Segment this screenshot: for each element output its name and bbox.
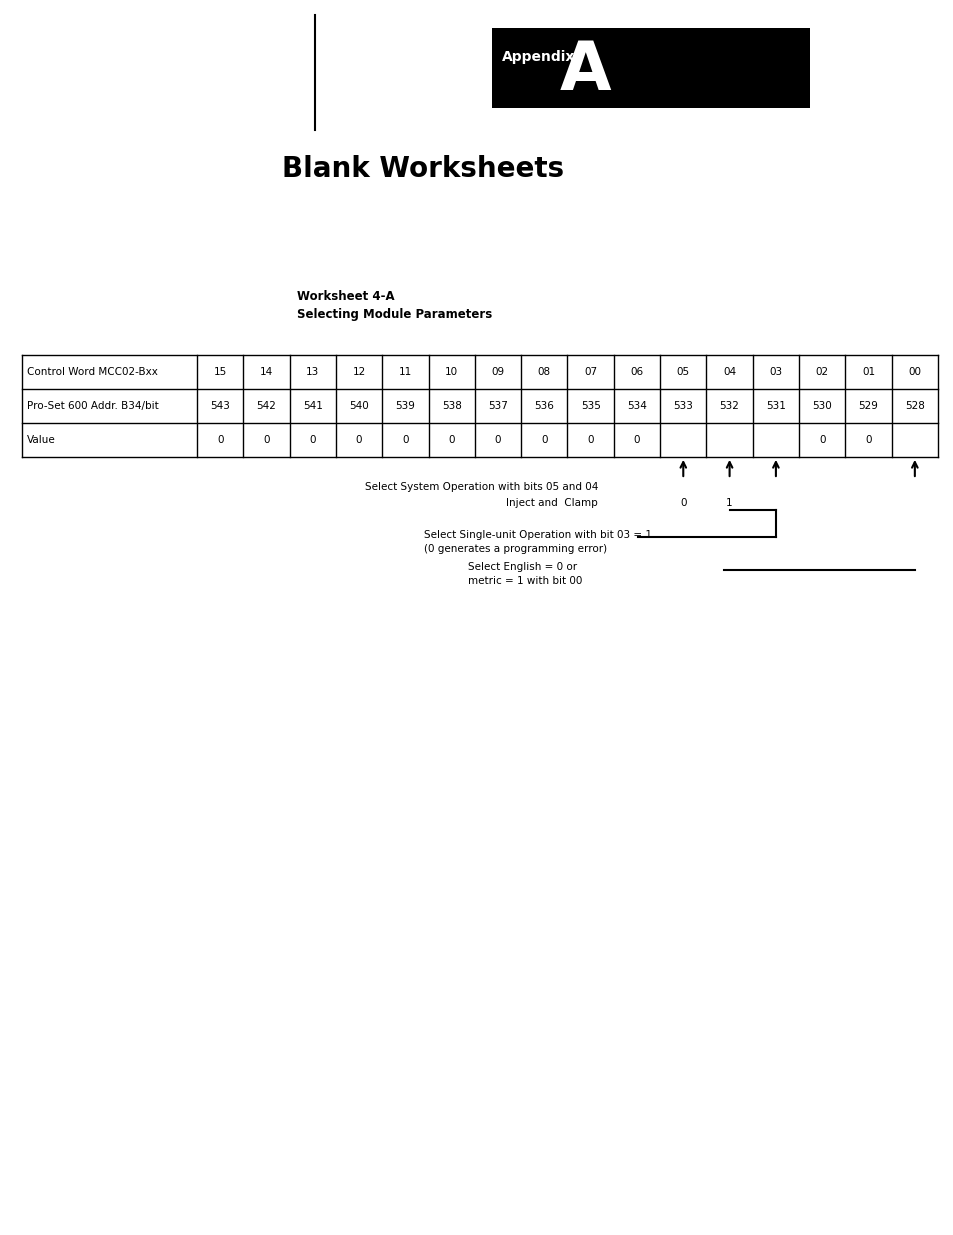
Text: Selecting Module Parameters: Selecting Module Parameters: [296, 308, 492, 321]
Text: 15: 15: [213, 367, 227, 377]
Text: 0: 0: [448, 435, 455, 445]
Text: 1: 1: [725, 498, 732, 508]
Text: Select Single-unit Operation with bit 03 = 1: Select Single-unit Operation with bit 03…: [423, 530, 651, 540]
Text: 0: 0: [633, 435, 639, 445]
Text: 03: 03: [768, 367, 781, 377]
Text: 533: 533: [673, 401, 693, 411]
Text: 08: 08: [537, 367, 550, 377]
Text: 0: 0: [309, 435, 315, 445]
Text: Worksheet 4-A: Worksheet 4-A: [296, 290, 395, 303]
Text: 540: 540: [349, 401, 369, 411]
Text: 0: 0: [495, 435, 500, 445]
Text: 00: 00: [907, 367, 921, 377]
Bar: [492, 28, 809, 107]
Text: A: A: [559, 38, 611, 104]
Text: 07: 07: [583, 367, 597, 377]
Text: Inject and  Clamp: Inject and Clamp: [506, 498, 598, 508]
Text: 531: 531: [765, 401, 785, 411]
Text: 09: 09: [491, 367, 504, 377]
Text: 01: 01: [862, 367, 874, 377]
Text: Control Word MCC02-Bxx: Control Word MCC02-Bxx: [27, 367, 157, 377]
Text: 13: 13: [306, 367, 319, 377]
Text: 06: 06: [630, 367, 643, 377]
Text: 528: 528: [904, 401, 923, 411]
Text: 05: 05: [676, 367, 689, 377]
Text: 541: 541: [302, 401, 322, 411]
Text: 535: 535: [580, 401, 600, 411]
Text: metric = 1 with bit 00: metric = 1 with bit 00: [468, 576, 581, 585]
Text: 537: 537: [488, 401, 507, 411]
Text: 02: 02: [815, 367, 828, 377]
Text: 0: 0: [587, 435, 594, 445]
Text: Appendix: Appendix: [501, 49, 575, 64]
Text: Value: Value: [27, 435, 55, 445]
Text: 0: 0: [355, 435, 362, 445]
Text: 0: 0: [402, 435, 408, 445]
Text: 0: 0: [216, 435, 223, 445]
Text: (0 generates a programming error): (0 generates a programming error): [423, 543, 606, 555]
Text: Select System Operation with bits 05 and 04: Select System Operation with bits 05 and…: [364, 482, 598, 492]
Text: 539: 539: [395, 401, 415, 411]
Text: 12: 12: [352, 367, 365, 377]
Text: 529: 529: [858, 401, 878, 411]
Text: 0: 0: [679, 498, 686, 508]
Text: 0: 0: [263, 435, 270, 445]
Text: 0: 0: [864, 435, 871, 445]
Text: 530: 530: [812, 401, 831, 411]
Text: 543: 543: [210, 401, 230, 411]
Text: 10: 10: [445, 367, 457, 377]
Text: Blank Worksheets: Blank Worksheets: [282, 156, 563, 183]
Text: Select English = 0 or: Select English = 0 or: [468, 562, 577, 572]
Text: Pro-Set 600 Addr. B34/bit: Pro-Set 600 Addr. B34/bit: [27, 401, 158, 411]
Text: 536: 536: [534, 401, 554, 411]
Text: 542: 542: [256, 401, 276, 411]
Text: 0: 0: [818, 435, 824, 445]
Text: 532: 532: [719, 401, 739, 411]
Text: 04: 04: [722, 367, 736, 377]
Text: 11: 11: [398, 367, 412, 377]
Text: 14: 14: [259, 367, 273, 377]
Text: 538: 538: [441, 401, 461, 411]
Text: 534: 534: [626, 401, 646, 411]
Text: 0: 0: [540, 435, 547, 445]
